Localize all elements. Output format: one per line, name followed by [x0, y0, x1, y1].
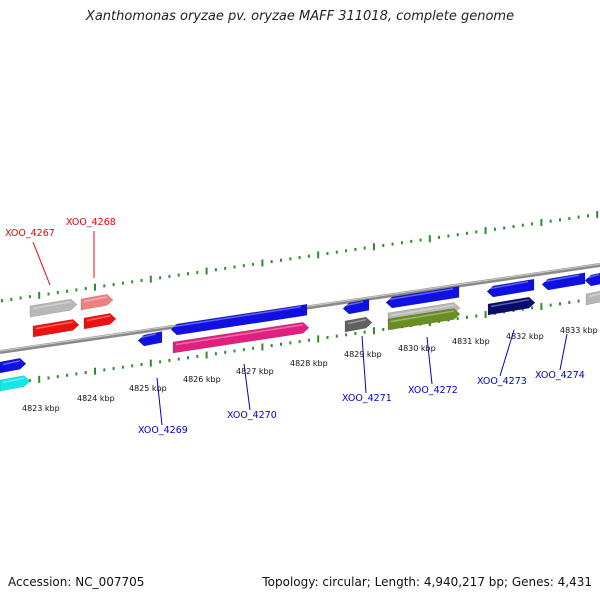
tick-label: 4833 kbp — [560, 326, 598, 335]
tick-label: 4825 kbp — [129, 384, 167, 393]
gene-arrow-xoo-4267-gray — [29, 298, 78, 318]
gene-label[interactable]: XOO_4272 — [408, 385, 458, 396]
tick-label: 4824 kbp — [77, 394, 115, 403]
accession-text: Accession: NC_007705 — [8, 575, 145, 589]
gene-label-leader — [32, 241, 51, 286]
gene-arrow-xoo-4271-gray-highlight — [347, 318, 367, 325]
tick-label: 4830 kbp — [398, 344, 436, 353]
gene-arrow-right-blue — [584, 272, 600, 287]
gene-arrow-xoo-4272-olive-highlight — [390, 310, 455, 323]
gene-arrow-right-gray — [585, 290, 600, 306]
gene-arrow-xoo-4269-highlight — [140, 333, 157, 339]
gene-label-leader — [243, 363, 251, 411]
gene-arrow-xoo-4268-light — [80, 294, 114, 311]
tick-label: 4831 kbp — [452, 337, 490, 346]
gene-label[interactable]: XOO_4267 — [5, 228, 55, 239]
gene-arrow-xoo-4268 — [83, 313, 117, 330]
gene-label-leader — [156, 377, 163, 426]
gene-arrow-left-cyan — [0, 375, 31, 392]
map-title: Xanthomonas oryzae pv. oryzae MAFF 31101… — [85, 9, 515, 24]
tick-label: 4832 kbp — [506, 332, 544, 341]
gene-label-leader — [426, 336, 433, 385]
gene-arrow-xoo-4268-highlight — [86, 315, 111, 322]
gene-arrow-left-blue-highlight — [2, 359, 21, 366]
gene-label-leader — [499, 329, 515, 377]
gene-arrow-xoo-4271 — [342, 298, 370, 315]
gene-arrow-xoo-4272-highlight — [388, 288, 454, 301]
gene-track — [0, 272, 600, 392]
gene-arrow-xoo-4269 — [137, 331, 163, 347]
gene-arrow-xoo-4270-magenta — [172, 322, 310, 354]
gene-arrow-xoo-4270 — [170, 303, 308, 336]
gene-arrow-left-blue — [0, 357, 27, 374]
gene-arrow-xoo-4274 — [541, 272, 586, 291]
tick-label: 4823 kbp — [22, 404, 60, 413]
gene-arrow-xoo-4270-highlight — [173, 306, 302, 328]
gene-label[interactable]: XOO_4269 — [138, 425, 188, 436]
gene-arrow-xoo-4272-gray-highlight — [390, 304, 455, 317]
gene-arrow-xoo-4270-magenta-highlight — [175, 324, 304, 346]
gene-label-group: XOO_4267 XOO_4268 XOO_4269 XOO_4270 XOO_4271… — [5, 217, 585, 436]
gene-arrow-right-blue-highlight — [587, 273, 600, 279]
gene-arrow-xoo-4267-highlight — [35, 321, 74, 330]
gene-arrow-right-gray-highlight — [588, 292, 600, 298]
gene-arrow-xoo-4267-gray-highlight — [32, 300, 72, 310]
gene-label-leader — [361, 335, 367, 394]
gene-label[interactable]: XOO_4268 — [66, 217, 116, 228]
gene-arrow-xoo-4272 — [385, 286, 460, 309]
gene-arrow-xoo-4271-gray — [344, 316, 373, 333]
genome-summary-text: Topology: circular; Length: 4,940,217 bp… — [262, 575, 592, 589]
gene-arrow-xoo-4268-light-highlight — [83, 296, 108, 303]
gene-arrow-xoo-4273-navy — [487, 296, 536, 316]
gene-arrow-xoo-4267 — [32, 319, 80, 338]
gene-arrow-xoo-4273-highlight — [489, 280, 529, 290]
gene-arrow-xoo-4273-navy-highlight — [490, 298, 530, 308]
gene-arrow-xoo-4273 — [486, 278, 535, 298]
gene-label[interactable]: XOO_4270 — [227, 410, 277, 421]
tick-label: 4826 kbp — [183, 375, 221, 384]
gene-label[interactable]: XOO_4271 — [342, 393, 392, 404]
gene-label[interactable]: XOO_4274 — [535, 370, 585, 381]
gene-arrow-left-cyan-highlight — [2, 377, 25, 384]
tick-label: 4827 kbp — [236, 367, 274, 376]
tick-label: 4828 kbp — [290, 359, 328, 368]
gene-label-leader — [559, 333, 568, 371]
gene-arrow-xoo-4271-highlight — [345, 300, 364, 307]
gene-arrow-xoo-4274-highlight — [544, 274, 580, 283]
upper-tick-track — [1, 210, 599, 303]
gene-label[interactable]: XOO_4273 — [477, 376, 527, 387]
gene-arrow-xoo-4272-olive — [387, 308, 461, 331]
